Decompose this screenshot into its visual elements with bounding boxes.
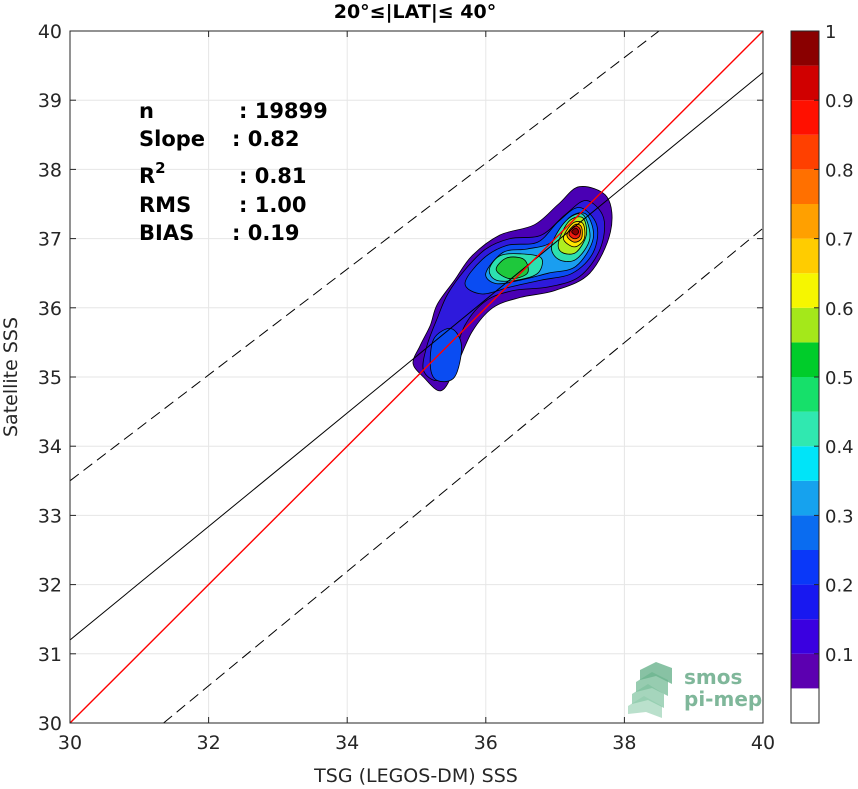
y-tick-label-3: 33: [38, 505, 62, 527]
reference-lines: [70, 31, 763, 723]
colorbar-bin-7: [791, 446, 819, 481]
density-contour-1-12: [571, 227, 580, 236]
density-contour-0.2-2: [429, 328, 462, 383]
y-tick-label-0: 30: [38, 713, 62, 735]
x-tick-label-3: 36: [474, 732, 498, 754]
colorbar-bin-16: [791, 134, 819, 170]
stat-key-rms: RMS: [139, 193, 191, 217]
colorbar-bin-6: [791, 480, 819, 516]
one-to-one-line: [70, 31, 763, 723]
logo-icon: [628, 662, 672, 718]
colorbar: 0.1 0.2 0.3 0.4 0.5 0.6 0.7 0.8 0.9 1: [790, 22, 854, 724]
colorbar-bin-3: [791, 584, 819, 620]
x-tick-label-0: 30: [58, 732, 82, 754]
y-tick-label-10: 40: [38, 21, 62, 43]
regression-fit-line: [70, 72, 763, 641]
colorbar-bin-10: [791, 342, 819, 377]
colorbar-bin-18: [791, 65, 819, 101]
colorbar-bin-9: [791, 377, 819, 412]
stat-value-bias: : 0.19: [232, 221, 300, 245]
stat-key-superscript: 2: [155, 159, 165, 177]
colorbar-tick-label-1: 0.2: [825, 576, 854, 597]
rms-bound-line-1: [163, 227, 763, 723]
y-axis: 30 31 32 33 34 35 36 37 38 39 40: [38, 21, 763, 735]
y-tick-label-6: 36: [38, 298, 62, 320]
colorbar-tick-label-6: 0.7: [825, 230, 854, 251]
colorbar-bin-14: [791, 204, 819, 239]
watermark-line2: pi-mep: [684, 687, 762, 711]
x-tick-label-5: 40: [751, 732, 775, 754]
colorbar-tick-label-8: 0.9: [825, 91, 854, 112]
colorbar-bin-12: [791, 273, 819, 308]
colorbar-tick-label-0: 0.1: [825, 645, 854, 666]
y-tick-label-9: 39: [38, 90, 62, 112]
plot-area: smos pi-mep 30 32 34 36 38 40 303132333435363…: [38, 21, 775, 754]
stat-value-rms: : 1.00: [239, 193, 307, 217]
stat-value-slope: : 0.82: [232, 127, 300, 151]
colorbar-bin-1: [791, 653, 819, 689]
rms-bound-line-0: [70, 31, 660, 482]
colorbar-tick-label-2: 0.3: [825, 506, 854, 527]
colorbar-bin-15: [791, 169, 819, 204]
y-tick-label-5: 35: [38, 367, 62, 389]
colorbar-bin-13: [791, 238, 819, 274]
watermark-line1: smos: [684, 665, 742, 689]
colorbar-bin-8: [791, 411, 819, 447]
chart-title: 20°≤|LAT|≤ 40°: [334, 1, 497, 23]
colorbar-bin-0: [791, 688, 819, 723]
y-tick-label-1: 31: [38, 644, 62, 666]
colorbar-tick-label-5: 0.6: [825, 299, 854, 320]
smos-pi-mep-logo: smos pi-mep: [628, 662, 762, 718]
x-tick-label-4: 38: [612, 732, 636, 754]
y-tick-label-7: 37: [38, 229, 62, 251]
stat-value-n: : 19899: [239, 99, 328, 123]
colorbar-bin-17: [791, 100, 819, 135]
y-tick-label-8: 38: [38, 159, 62, 181]
colorbar-bin-2: [791, 619, 819, 654]
y-tick-label-2: 32: [38, 575, 62, 597]
colorbar-tick-label-3: 0.4: [825, 437, 854, 458]
x-axis-label: TSG (LEGOS-DM) SSS: [313, 765, 518, 787]
x-tick-label-1: 32: [197, 732, 221, 754]
stat-value-r: : 0.81: [239, 164, 307, 188]
y-tick-label-4: 34: [38, 436, 62, 458]
colorbar-bin-19: [791, 31, 819, 66]
colorbar-tick-label-7: 0.8: [825, 160, 854, 181]
stat-key-slope: Slope: [139, 127, 205, 151]
x-axis: 30 32 34 36 38 40: [58, 31, 775, 754]
x-tick-label-2: 34: [335, 732, 359, 754]
colorbar-bin-4: [791, 550, 819, 585]
colorbar-bin-11: [791, 307, 819, 343]
colorbar-bin-5: [791, 515, 819, 550]
stat-key-bias: BIAS: [139, 221, 194, 245]
y-axis-label: Satellite SSS: [0, 317, 22, 437]
stat-key-n: n: [139, 99, 154, 123]
colorbar-tick-label-9: 1: [825, 22, 836, 43]
colorbar-tick-label-4: 0.5: [825, 368, 854, 389]
